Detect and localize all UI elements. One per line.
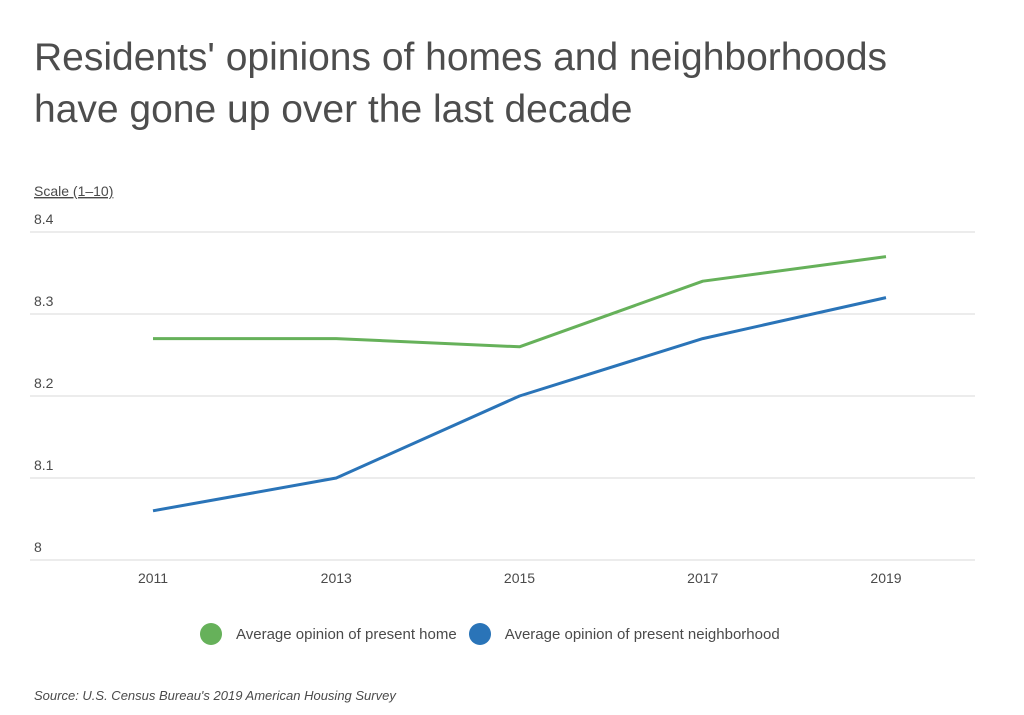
legend-swatch-home [200,623,222,645]
x-tick-label: 2017 [687,570,718,586]
y-tick-label: 8.3 [34,293,54,309]
chart-title-line-1: Residents' opinions of homes and neighbo… [34,36,888,79]
series-line-home [153,255,887,349]
y-tick-label: 8.4 [34,211,54,227]
y-tick-labels: 8 8.1 8.2 8.3 8.4 [34,211,54,555]
legend-label-home: Average opinion of present home [236,625,457,643]
chart-title-line-2: have gone up over the last decade [34,88,633,131]
y-tick-label: 8 [34,539,42,555]
y-axis-title: Scale (1–10) [34,183,113,199]
legend-label-neighborhood: Average opinion of present neighborhood [504,625,780,643]
legend-item-neighborhood: Average opinion of present neighborhood [468,623,780,645]
legend-swatch-neighborhood [468,623,491,645]
series-lines [152,255,887,513]
source-note: Source: U.S. Census Bureau's 2019 Americ… [34,688,396,703]
x-tick-label: 2019 [870,570,901,586]
x-tick-label: 2015 [504,570,535,586]
legend-item-home: Average opinion of present home [200,623,457,645]
x-tick-labels: 2011 2013 2015 2017 2019 [138,570,902,586]
series-line-neighborhood [152,296,887,513]
x-tick-label: 2013 [321,570,352,586]
chart-title: Residents' opinions of homes and neighbo… [34,32,1004,136]
y-tick-label: 8.1 [34,457,54,473]
y-tick-label: 8.2 [34,375,54,391]
x-tick-label: 2011 [138,570,168,586]
legend: Average opinion of present home Average … [200,623,792,645]
gridlines [30,231,975,561]
